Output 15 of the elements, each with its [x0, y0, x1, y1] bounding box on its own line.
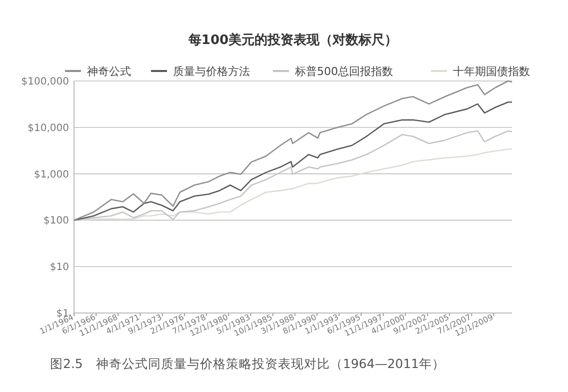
- line-series: [73, 148, 513, 221]
- line-series: [73, 130, 513, 221]
- caption: 图2.5 神奇公式同质量与价格策略投资表现对比（1964—2011年）: [50, 356, 446, 371]
- legend-label: 质量与价格方法: [173, 65, 250, 78]
- y-tick-label: $1,000: [34, 169, 69, 180]
- legend-label: 神奇公式: [87, 65, 131, 78]
- y-tick-label: $100,000: [21, 76, 69, 88]
- legend-label: 标普500总回报指数: [294, 65, 393, 78]
- y-tick-label: $10,000: [28, 122, 69, 134]
- y-tick-label: $10: [50, 262, 69, 274]
- chart-title: 每100美元的投资表现（对数标尺）: [187, 32, 398, 48]
- line-series: [73, 102, 513, 221]
- y-tick-label: $100: [44, 216, 69, 227]
- legend-label: 十年期国债指数: [453, 65, 530, 78]
- line-series: [73, 80, 513, 221]
